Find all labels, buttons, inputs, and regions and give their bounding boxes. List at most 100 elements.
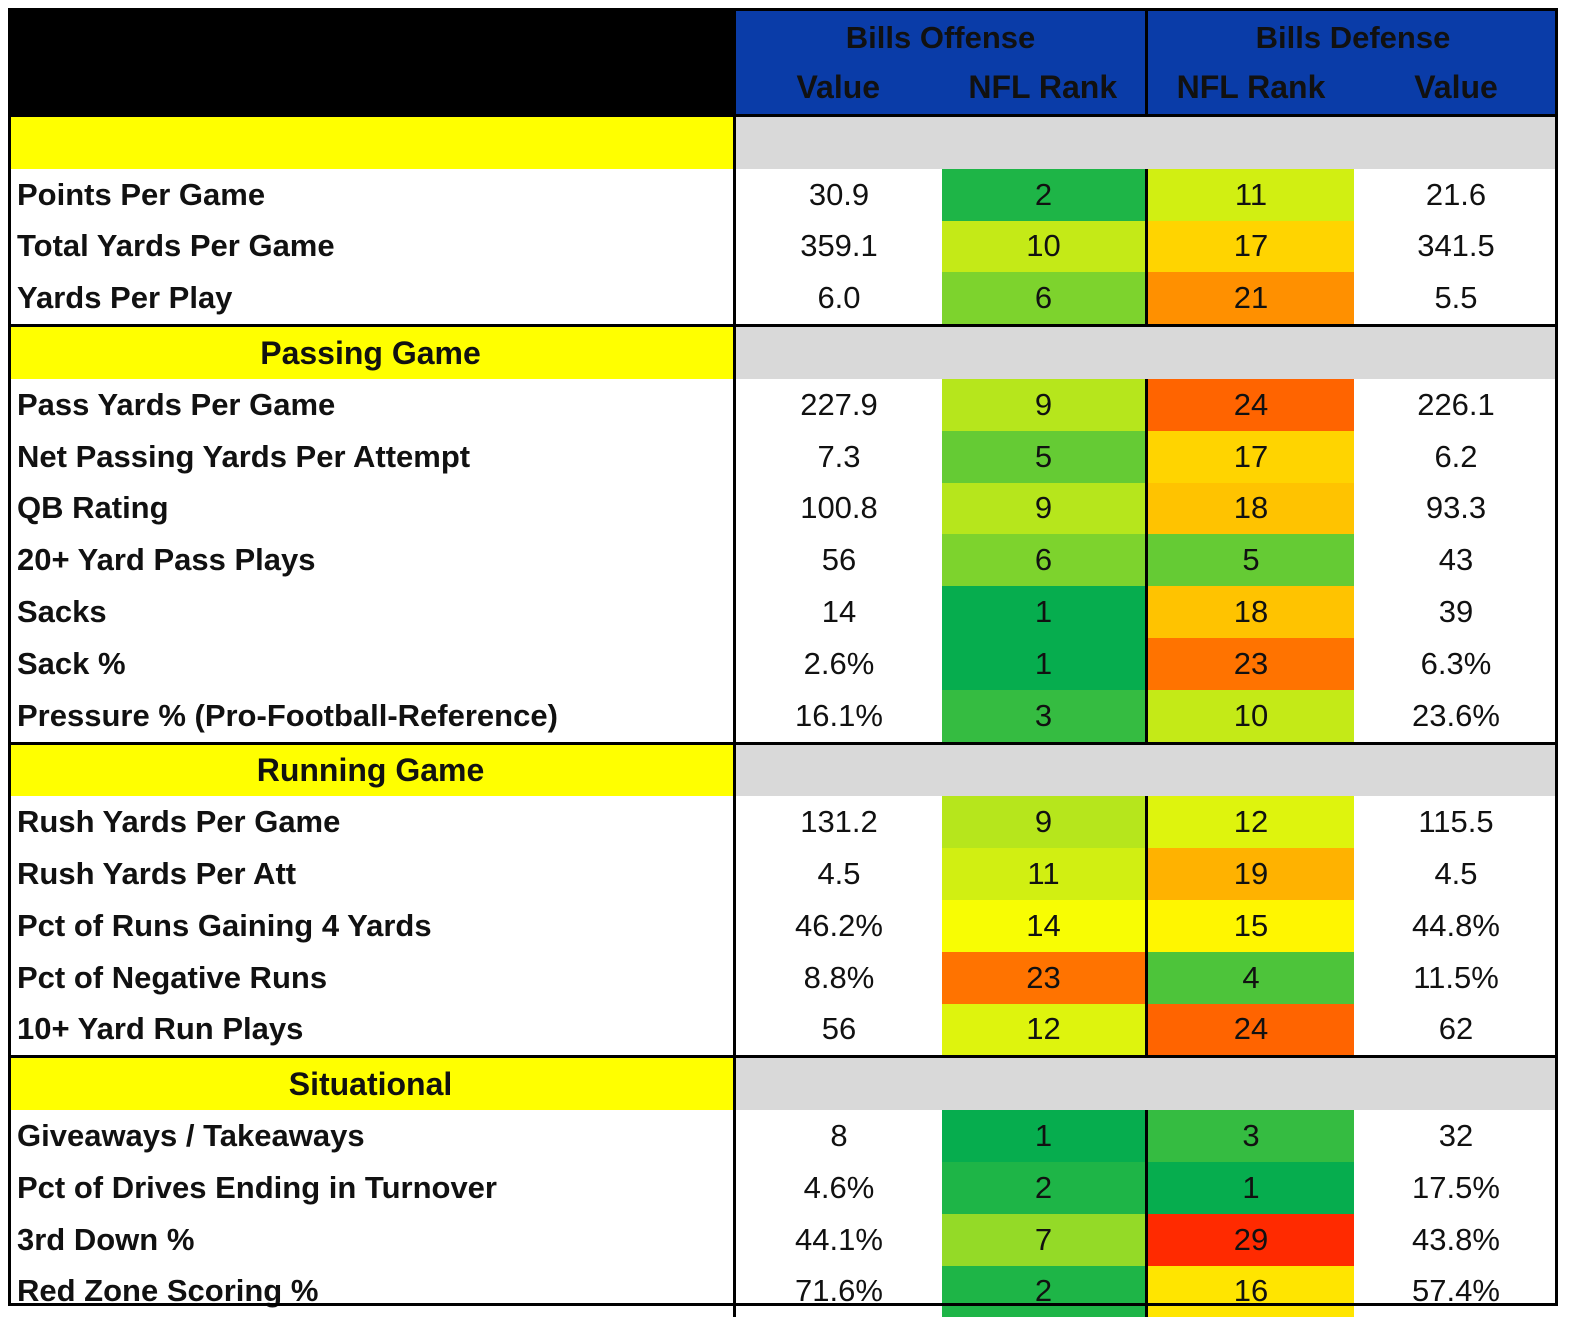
offense-value: 56: [821, 1011, 857, 1047]
table-row: Red Zone Scoring % 71.6% 2 16 57.4%: [8, 1265, 1558, 1318]
table-row: Net Passing Yards Per Attempt 7.3 5 17 6.2: [8, 430, 1558, 483]
offense-rank: 9: [942, 482, 1148, 535]
offense-value: 227.9: [800, 386, 878, 422]
table-row: 10+ Yard Run Plays 56 12 24 62: [8, 1003, 1558, 1056]
defense-rank: 3: [1148, 1110, 1354, 1162]
defense-value: 43: [1438, 542, 1474, 578]
defense-rank: 29: [1148, 1213, 1354, 1266]
defense-value: 6.3%: [1420, 645, 1492, 681]
offense-value: 2.6%: [803, 645, 875, 681]
table-row: Pct of Drives Ending in Turnover 4.6% 2 1 17…: [8, 1162, 1558, 1214]
section-header: Situational: [8, 1058, 1558, 1111]
section-fill: [736, 117, 1558, 169]
defense-value: 11.5%: [1413, 959, 1499, 995]
defense-rank: 19: [1148, 848, 1354, 900]
defense-rank: 15: [1148, 900, 1354, 952]
row-label: Pass Yards Per Game: [8, 379, 736, 431]
defense-rank: 5: [1148, 534, 1354, 587]
offense-rank: 7: [942, 1213, 1148, 1266]
defense-value: 57.4%: [1412, 1273, 1500, 1309]
offense-value: 359.1: [800, 228, 878, 264]
offense-value: 46.2%: [795, 907, 883, 943]
offense-value: 4.6%: [803, 1169, 875, 1205]
row-label: Pct of Drives Ending in Turnover: [8, 1162, 736, 1214]
divider-line: [8, 324, 1558, 328]
defense-value: 43.8%: [1412, 1221, 1500, 1257]
offense-value: 4.5: [817, 856, 861, 892]
defense-rank: 24: [1148, 1003, 1354, 1056]
defense-rank: 18: [1148, 482, 1354, 535]
defense-rank: 17: [1148, 430, 1354, 483]
offense-rank: 1: [942, 1110, 1148, 1162]
defense-value: 44.8%: [1412, 907, 1500, 943]
offense-value: 30.9: [808, 176, 870, 212]
offense-rank: 11: [942, 848, 1148, 900]
defense-rank: 23: [1148, 638, 1354, 690]
row-label: Pct of Runs Gaining 4 Yards: [8, 900, 736, 952]
offense-value: 100.8: [800, 490, 878, 526]
row-label: Yards Per Play: [8, 272, 736, 325]
section-header: Passing Game: [8, 327, 1558, 379]
defense-rank: 10: [1148, 689, 1354, 742]
offense-rank: 6: [942, 534, 1148, 587]
offense-rank: 5: [942, 430, 1148, 483]
row-label: Sacks: [8, 586, 736, 638]
offense-rank: 12: [942, 1003, 1148, 1056]
defense-rank: 4: [1148, 951, 1354, 1004]
table-row: 3rd Down % 44.1% 7 29 43.8%: [8, 1213, 1558, 1266]
section-fill: [736, 1058, 1558, 1111]
section-fill: [736, 327, 1558, 379]
offense-value: 131.2: [800, 804, 878, 840]
defense-rank: 12: [1148, 796, 1354, 849]
defense-rank: 21: [1148, 272, 1354, 325]
offense-rank: 2: [942, 1265, 1148, 1318]
offense-value: 16.1%: [795, 697, 883, 733]
group-title: Bills Defense: [1255, 19, 1451, 55]
section-label: Situational: [8, 1058, 736, 1111]
divider-line: [8, 741, 1558, 745]
row-label: QB Rating: [8, 482, 736, 535]
table-row: Points Per Game 30.9 2 11 21.6: [8, 168, 1558, 221]
offense-value: 6.0: [817, 280, 861, 316]
column-header: Value: [796, 69, 881, 105]
defense-value: 93.3: [1425, 490, 1487, 526]
offense-rank: 9: [942, 796, 1148, 849]
section-label: Running Game: [8, 744, 736, 797]
defense-value: 6.2: [1434, 438, 1478, 474]
defense-rank: 24: [1148, 379, 1354, 431]
divider-line: [8, 1055, 1558, 1059]
row-label: Pct of Negative Runs: [8, 951, 736, 1004]
section-fill: [736, 744, 1558, 797]
section-label: [8, 117, 736, 169]
table-row: Pct of Negative Runs 8.8% 23 4 11.5%: [8, 951, 1558, 1004]
defense-value: 226.1: [1417, 386, 1495, 422]
defense-rank: 16: [1148, 1265, 1354, 1318]
defense-rank: 18: [1148, 586, 1354, 638]
table-row: Sacks 14 1 18 39: [8, 586, 1558, 638]
defense-value: 115.5: [1418, 804, 1494, 840]
table-row: Rush Yards Per Att 4.5 11 19 4.5: [8, 848, 1558, 900]
row-label: Rush Yards Per Att: [8, 848, 736, 900]
row-label: Net Passing Yards Per Attempt: [8, 430, 736, 483]
column-header: NFL Rank: [1176, 69, 1326, 105]
offense-value: 44.1%: [795, 1221, 883, 1257]
row-label: Red Zone Scoring %: [8, 1265, 736, 1318]
column-header: NFL Rank: [968, 69, 1118, 105]
offense-value: 8.8%: [803, 959, 875, 995]
offense-rank: 3: [942, 689, 1148, 742]
section-header: Running Game: [8, 744, 1558, 797]
group-columns: NFL Rank Value: [1148, 61, 1558, 114]
offense-rank: 9: [942, 379, 1148, 431]
row-label: Points Per Game: [8, 168, 736, 221]
offense-rank: 14: [942, 900, 1148, 952]
group-header-offense: Bills Offense Value NFL Rank: [736, 8, 1148, 114]
defense-rank: 11: [1148, 168, 1354, 221]
row-label: Total Yards Per Game: [8, 220, 736, 273]
offense-value: 71.6%: [795, 1273, 883, 1309]
defense-value: 4.5: [1434, 856, 1478, 892]
stats-table: Bills Offense Value NFL Rank Bills Defense N…: [8, 8, 1558, 1318]
row-label: Giveaways / Takeaways: [8, 1110, 736, 1162]
offense-value: 8: [830, 1118, 848, 1154]
defense-value: 32: [1438, 1118, 1474, 1154]
defense-value: 39: [1438, 594, 1474, 630]
